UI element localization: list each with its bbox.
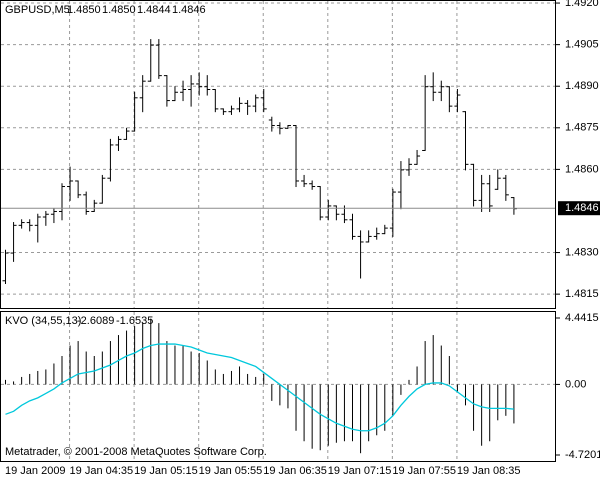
price-box bbox=[558, 201, 600, 216]
x-tick-label: 19 Jan 05:15 bbox=[134, 465, 198, 477]
header-open: 1.4850 bbox=[67, 4, 101, 16]
credit: Metatrader, © 2001-2008 MetaQuotes Softw… bbox=[5, 446, 267, 458]
y-tick-label: 4.4415 bbox=[565, 312, 599, 324]
header-low: 1.4844 bbox=[137, 4, 171, 16]
y-tick-label: 1.4920 bbox=[565, 0, 599, 9]
indicator-panel-frame bbox=[0, 311, 556, 462]
signal-line bbox=[5, 343, 514, 432]
y-tick-label: -4.7201 bbox=[565, 449, 600, 461]
y-tick-label: 1.4875 bbox=[565, 122, 599, 134]
indicator-title: KVO (34,55,13) bbox=[5, 315, 81, 327]
price-label: 1.4846 bbox=[565, 202, 599, 214]
y-tick-label: 1.4830 bbox=[565, 246, 599, 258]
x-tick-label: 19 Jan 05:55 bbox=[199, 465, 263, 477]
header-main-value: -2.6089 bbox=[77, 315, 114, 327]
y-tick-label: 1.4905 bbox=[565, 39, 599, 51]
x-tick-label: 19 Jan 04:35 bbox=[70, 465, 134, 477]
header-high: 1.4850 bbox=[102, 4, 136, 16]
x-tick-label: 19 Jan 07:55 bbox=[392, 465, 456, 477]
header-signal-value: -1.6535 bbox=[116, 315, 153, 327]
x-tick-label: 19 Jan 08:35 bbox=[457, 465, 521, 477]
x-tick-label: 19 Jan 06:35 bbox=[263, 465, 327, 477]
symbol-title: GBPUSD,M5 bbox=[5, 4, 70, 16]
header-close: 1.4846 bbox=[172, 4, 206, 16]
main-panel-frame bbox=[0, 0, 556, 309]
y-tick-label: 0.00 bbox=[565, 378, 586, 390]
x-tick-label: 19 Jan 07:15 bbox=[328, 465, 392, 477]
y-tick-label: 1.4860 bbox=[565, 163, 599, 175]
y-tick-label: 1.4815 bbox=[565, 288, 599, 300]
x-tick-label: 19 Jan 2009 bbox=[5, 465, 66, 477]
y-tick-label: 1.4890 bbox=[565, 80, 599, 92]
plot-layer bbox=[1, 1, 555, 461]
